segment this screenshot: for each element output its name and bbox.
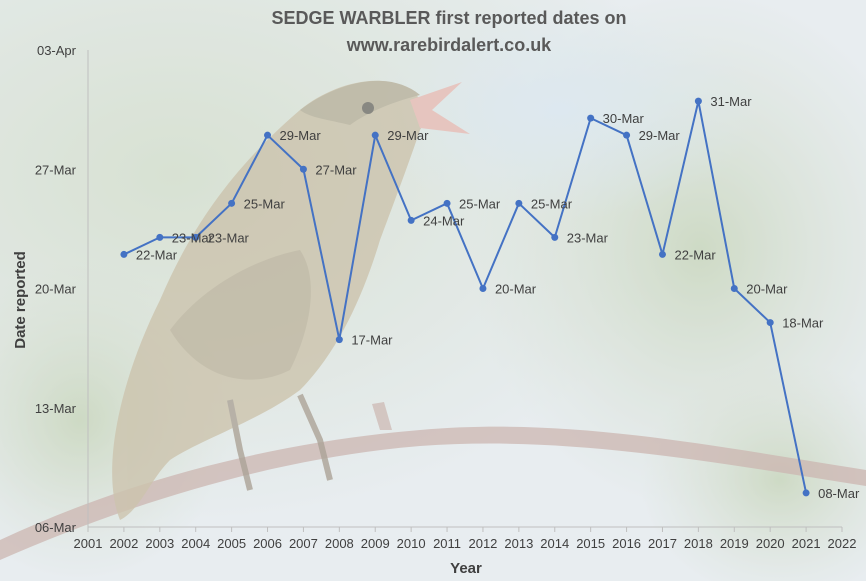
x-tick-label: 2016 xyxy=(612,536,641,551)
data-point xyxy=(407,216,415,224)
x-axis-title: Year xyxy=(450,560,482,577)
data-label: 23-Mar xyxy=(208,230,250,245)
x-tick-label: 2007 xyxy=(289,536,318,551)
x-tick-label: 2021 xyxy=(792,536,821,551)
data-label: 30-Mar xyxy=(603,111,645,126)
data-point xyxy=(479,285,487,292)
data-point xyxy=(192,233,200,241)
data-point xyxy=(443,199,451,207)
x-tick-label: 2015 xyxy=(576,536,605,551)
data-label: 27-Mar xyxy=(315,162,357,177)
y-axis-title: Date reported xyxy=(12,251,29,349)
data-label: 20-Mar xyxy=(746,282,788,297)
data-label: 08-Mar xyxy=(818,486,860,501)
data-label: 29-Mar xyxy=(280,128,322,143)
data-point xyxy=(730,285,738,292)
x-tick-label: 2014 xyxy=(540,536,569,551)
data-labels: 22-Mar23-Mar23-Mar25-Mar29-Mar27-Mar17-M… xyxy=(136,94,860,501)
data-label: 25-Mar xyxy=(459,196,501,211)
data-point xyxy=(766,319,774,327)
x-tick-label: 2020 xyxy=(756,536,785,551)
x-tick-label: 2019 xyxy=(720,536,749,551)
data-label: 17-Mar xyxy=(351,333,393,348)
y-tick-labels: 06-Mar 13-Mar 20-Mar 27-Mar 03-Apr xyxy=(35,43,77,535)
data-point xyxy=(156,233,164,241)
data-label: 20-Mar xyxy=(495,282,537,297)
data-label: 23-Mar xyxy=(567,230,609,245)
y-tick-label: 27-Mar xyxy=(35,162,77,177)
x-tick-label: 2011 xyxy=(433,536,461,551)
data-label: 31-Mar xyxy=(710,94,752,109)
y-tick-label: 03-Apr xyxy=(37,43,77,58)
axes xyxy=(87,50,843,532)
data-point xyxy=(371,131,379,139)
data-point xyxy=(694,97,702,105)
data-point xyxy=(802,489,810,497)
x-tick-label: 2001 xyxy=(74,536,103,551)
x-tick-label: 2009 xyxy=(361,536,390,551)
data-point xyxy=(264,131,272,139)
data-label: 18-Mar xyxy=(782,316,824,331)
data-label: 24-Mar xyxy=(423,213,465,228)
x-tick-label: 2017 xyxy=(648,536,677,551)
x-tick-label: 2005 xyxy=(217,536,246,551)
data-point xyxy=(623,131,631,139)
data-point xyxy=(120,250,128,258)
y-tick-label: 06-Mar xyxy=(35,520,77,535)
data-point xyxy=(228,199,236,207)
x-tick-label: 2010 xyxy=(397,536,426,551)
x-tick-label: 2008 xyxy=(325,536,354,551)
data-point xyxy=(299,165,307,173)
data-label: 29-Mar xyxy=(387,128,429,143)
chart-title-line-2: www.rarebirdalert.co.uk xyxy=(346,35,552,55)
data-label: 29-Mar xyxy=(639,128,681,143)
data-point xyxy=(551,233,559,241)
data-label: 25-Mar xyxy=(244,196,286,211)
x-tick-label: 2004 xyxy=(181,536,210,551)
series-line-group xyxy=(123,100,808,494)
data-point xyxy=(335,336,343,344)
x-tick-label: 2006 xyxy=(253,536,282,551)
x-tick-label: 2022 xyxy=(828,536,857,551)
data-label: 23-Mar xyxy=(172,230,214,245)
y-tick-label: 13-Mar xyxy=(35,401,77,416)
data-point xyxy=(658,250,666,258)
data-label: 25-Mar xyxy=(531,196,573,211)
series-points xyxy=(120,97,810,497)
data-label: 22-Mar xyxy=(136,247,178,262)
data-point xyxy=(587,114,595,122)
x-tick-label: 2012 xyxy=(468,536,497,551)
data-point xyxy=(515,199,523,207)
x-tick-label: 2002 xyxy=(109,536,138,551)
y-tick-label: 20-Mar xyxy=(35,282,77,297)
x-tick-label: 2003 xyxy=(145,536,174,551)
data-label: 22-Mar xyxy=(674,247,716,262)
series-line xyxy=(123,100,808,494)
x-tick-label: 2013 xyxy=(504,536,533,551)
bird-illustration xyxy=(112,80,470,520)
x-tick-label: 2018 xyxy=(684,536,713,551)
x-tick-labels: 2001 2002 2003 2004 2005 2006 2007 2008 2009 2010… xyxy=(74,536,857,551)
chart-title-line-1: SEDGE WARBLER first reported dates on xyxy=(271,8,626,28)
